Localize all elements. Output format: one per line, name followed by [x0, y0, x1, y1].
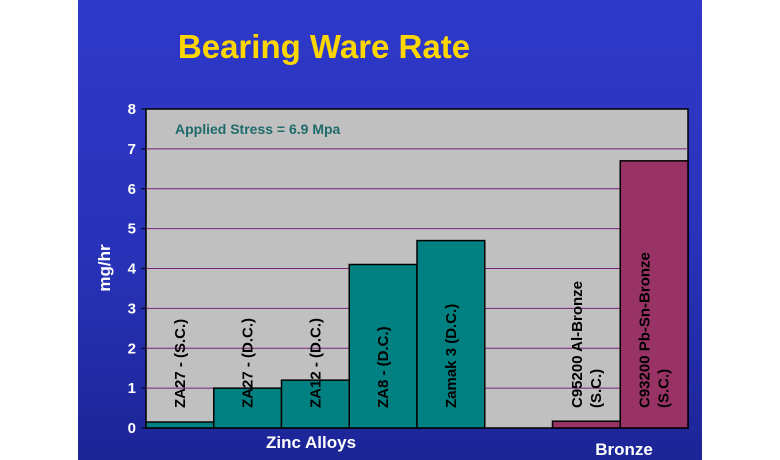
bar [551, 420, 621, 429]
y-tick-label: 8 [128, 101, 136, 118]
bar-label: ZA12 - (D.C.) [307, 318, 324, 408]
y-tick-label: 4 [128, 261, 137, 278]
bar-label: Zamak 3 (D.C.) [443, 304, 460, 408]
group-label-bronze: Bronze [595, 440, 653, 459]
y-tick-label: 0 [128, 420, 136, 437]
bar [619, 160, 689, 429]
bar [348, 263, 418, 429]
bar [416, 239, 486, 429]
y-tick-label: 2 [128, 340, 136, 357]
y-tick-label: 5 [128, 221, 136, 238]
bar-label: ZA8 - (D.C.) [375, 326, 392, 408]
applied-stress-note: Applied Stress = 6.9 Mpa [175, 121, 341, 137]
y-tick-label: 1 [128, 380, 136, 397]
y-tick-label: 7 [128, 141, 136, 158]
bar-label: ZA27 - (D.C.) [240, 318, 257, 408]
bar [280, 379, 350, 429]
bar-label: (S.C.) [588, 369, 605, 408]
bar-chart: Bearing Ware Rate ZA27 - (S.C.) ZA27 - (D… [95, 28, 689, 459]
bar-label: C95200 Al-Bronze [569, 281, 586, 408]
bar [145, 421, 215, 429]
y-tick-label: 6 [128, 181, 136, 198]
group-label-zinc-alloys: Zinc Alloys [266, 433, 356, 452]
bar-label: C93200 Pb-Sn-Bronze [637, 252, 654, 408]
chart-title: Bearing Ware Rate [178, 28, 470, 65]
y-axis-label: mg/hr [95, 244, 114, 292]
slide-background: Bearing Ware Rate ZA27 - (S.C.) ZA27 - (D… [78, 0, 702, 460]
y-tick-label: 3 [128, 300, 136, 317]
bar [213, 387, 283, 429]
bar-label: ZA27 - (S.C.) [172, 319, 189, 408]
bar-label: (S.C.) [656, 369, 673, 408]
